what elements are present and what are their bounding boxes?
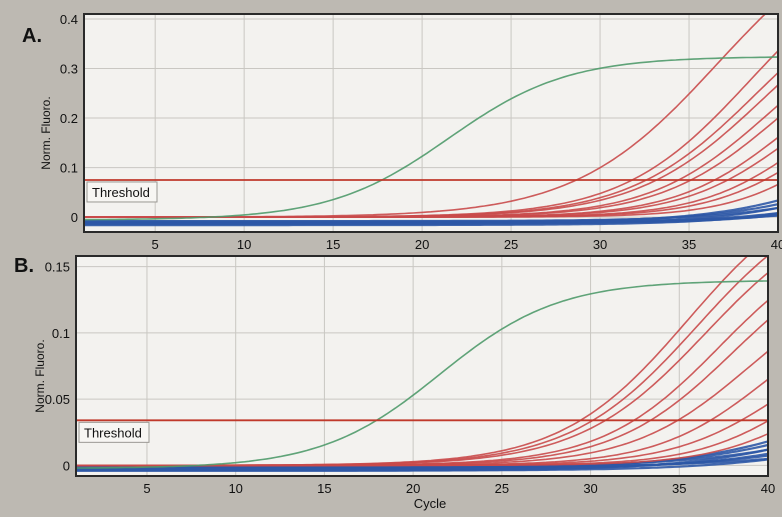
x-tick-label: 40 — [771, 237, 782, 252]
y-tick-label: 0.1 — [52, 326, 70, 341]
plot-frame — [83, 13, 779, 233]
x-tick-label: 10 — [237, 237, 251, 252]
blue-samples-curve-7 — [84, 214, 778, 225]
threshold-label: Threshold — [92, 185, 150, 200]
x-tick-label: 35 — [682, 237, 696, 252]
x-tick-label: 15 — [326, 237, 340, 252]
panel-label: B. — [14, 255, 34, 277]
x-tick-label: 40 — [761, 481, 775, 496]
y-tick-label: 0 — [63, 458, 70, 473]
curves — [76, 256, 768, 472]
x-tick-label: 30 — [583, 481, 597, 496]
positive-control-curve-1 — [76, 280, 768, 469]
x-tick-label: 15 — [317, 481, 331, 496]
y-axis-label: Norm. Fluoro. — [33, 339, 47, 412]
plot-area — [84, 14, 778, 232]
y-tick-label: 0.1 — [60, 161, 78, 176]
y-tick-label: 0.3 — [60, 62, 78, 77]
y-axis-label: Norm. Fluoro. — [39, 96, 53, 169]
y-tick-label: 0.05 — [45, 392, 70, 407]
positive-control-curve-1 — [84, 56, 778, 221]
x-tick-label: 10 — [228, 481, 242, 496]
threshold-label: Threshold — [84, 425, 142, 440]
y-tick-label: 0.4 — [60, 12, 78, 27]
blue-samples-curve-8 — [76, 457, 768, 468]
threshold-label-box — [78, 421, 150, 443]
x-axis-label: Cycle — [414, 496, 447, 511]
blue-samples-curve-8 — [84, 214, 778, 223]
panel-label: A. — [22, 25, 42, 47]
x-tick-label: 25 — [504, 237, 518, 252]
x-tick-label: 30 — [593, 237, 607, 252]
x-tick-label: 20 — [406, 481, 420, 496]
blue-samples-curve-7 — [76, 458, 768, 472]
curves — [84, 14, 778, 227]
plot-frame — [75, 255, 769, 477]
y-tick-label: 0 — [71, 210, 78, 225]
plot-area — [76, 256, 768, 476]
y-tick-label: 0.15 — [45, 260, 70, 275]
x-tick-label: 35 — [672, 481, 686, 496]
x-tick-label: 20 — [415, 237, 429, 252]
x-tick-label: 5 — [152, 237, 159, 252]
chart-panel-b: Threshold 5 10 15 20 25 30 35 40 0 0.05 0.1 0.15 Norm… — [14, 255, 775, 511]
x-tick-label: 25 — [495, 481, 509, 496]
threshold-label-box — [86, 181, 158, 203]
chart-panel-a: Threshold 5 10 15 20 25 30 35 40 0 0.1 0.2 0.3 0.4 Nor… — [22, 12, 782, 252]
y-tick-label: 0.2 — [60, 111, 78, 126]
x-tick-label: 5 — [143, 481, 150, 496]
